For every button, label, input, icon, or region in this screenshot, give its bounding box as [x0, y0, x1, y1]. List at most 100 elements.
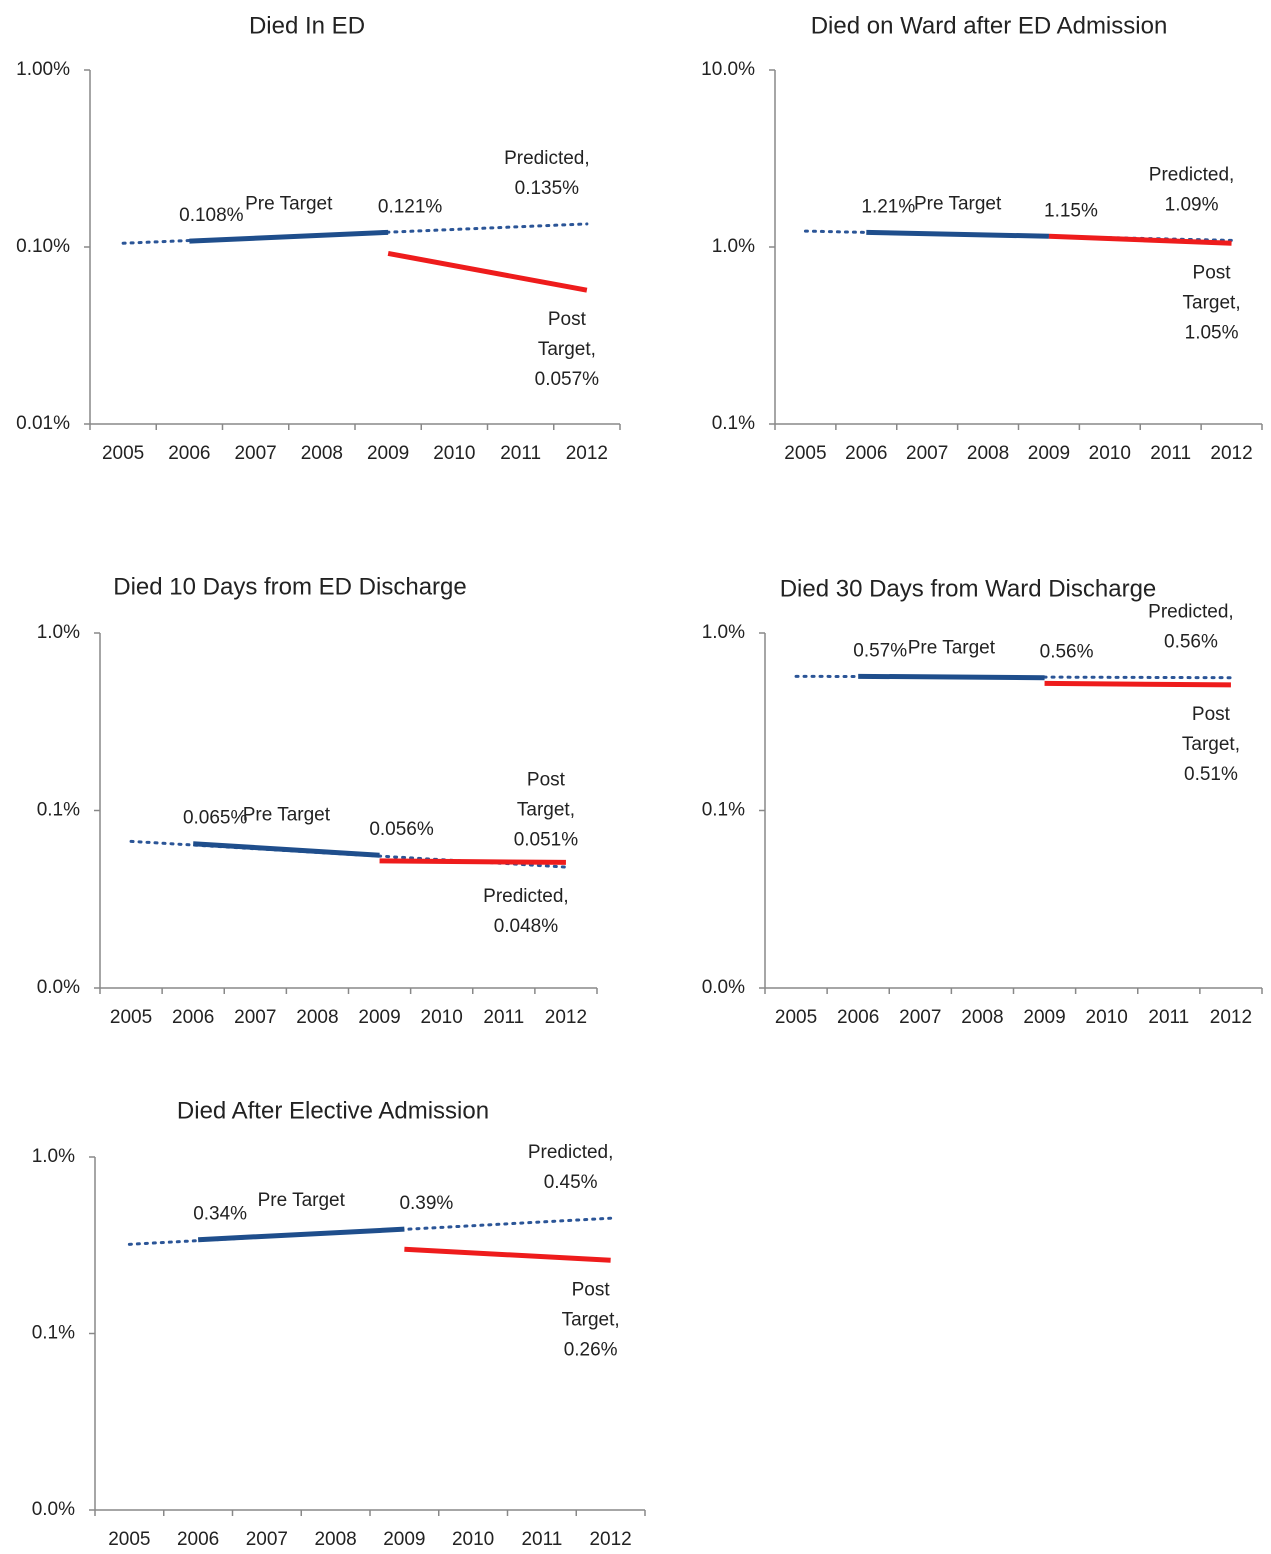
x-tick-label: 2007 [234, 1007, 276, 1028]
series-label: Predicted, [528, 1142, 614, 1163]
value-label: 0.056% [369, 819, 434, 840]
y-tick-label: 1.0% [712, 236, 755, 257]
x-tick-label: 2009 [1028, 443, 1070, 464]
series-label: Pre Target [908, 637, 996, 658]
value-label: 0.56% [1040, 642, 1094, 663]
x-tick-label: 2010 [452, 1529, 494, 1550]
series-label: Post [1193, 262, 1232, 283]
x-tick-label: 2010 [1089, 443, 1131, 464]
series-label: Target, [538, 339, 596, 360]
y-tick-label: 0.1% [712, 413, 755, 434]
series-label: Predicted, [483, 886, 569, 907]
x-tick-label: 2005 [108, 1529, 150, 1550]
y-tick-label: 0.0% [702, 977, 745, 998]
chart-title: Died on Ward after ED Admission [811, 12, 1168, 39]
trend-line [379, 858, 566, 865]
x-tick-label: 2010 [433, 443, 475, 464]
series-label: Pre Target [258, 1190, 346, 1211]
y-tick-label: 10.0% [701, 59, 755, 80]
y-tick-label: 1.0% [32, 1146, 75, 1167]
x-tick-label: 2006 [837, 1007, 879, 1028]
series-label: Pre Target [243, 805, 331, 826]
x-tick-label: 2007 [246, 1529, 288, 1550]
x-tick-label: 2011 [1148, 1007, 1189, 1028]
series-label: Target, [517, 799, 575, 820]
series-label: Post [548, 309, 587, 330]
x-tick-label: 2007 [234, 443, 276, 464]
value-label: 0.51% [1184, 764, 1238, 785]
value-label: 0.56% [1164, 632, 1218, 653]
series-label: Post [1192, 704, 1231, 725]
chart-title: Died 10 Days from ED Discharge [113, 573, 466, 600]
x-tick-label: 2012 [1210, 443, 1252, 464]
x-tick-label: 2008 [301, 443, 343, 464]
value-label: 0.45% [544, 1172, 598, 1193]
y-tick-label: 0.1% [37, 800, 80, 821]
x-tick-label: 2011 [1150, 443, 1191, 464]
x-tick-label: 2010 [1086, 1007, 1128, 1028]
value-label: 0.34% [193, 1204, 247, 1225]
value-label: 0.26% [564, 1339, 618, 1360]
x-tick-label: 2012 [1210, 1007, 1252, 1028]
trend-line [193, 841, 380, 858]
series-label: Predicted, [1149, 164, 1235, 185]
x-tick-label: 2008 [314, 1529, 356, 1550]
y-tick-label: 1.0% [37, 622, 80, 643]
value-label: 0.39% [399, 1193, 453, 1214]
x-tick-label: 2011 [483, 1007, 524, 1028]
series-label: Target, [1183, 292, 1241, 313]
x-tick-label: 2008 [296, 1007, 338, 1028]
value-label: 1.05% [1185, 322, 1239, 343]
series-label: Post [572, 1279, 611, 1300]
y-tick-label: 1.00% [16, 59, 70, 80]
x-tick-label: 2006 [172, 1007, 214, 1028]
trend-line [189, 229, 389, 244]
x-tick-label: 2010 [421, 1007, 463, 1028]
x-tick-label: 2009 [358, 1007, 400, 1028]
value-label: 0.57% [853, 640, 907, 661]
x-tick-label: 2009 [1023, 1007, 1065, 1028]
x-tick-label: 2006 [845, 443, 887, 464]
chart-title: Died In ED [249, 12, 365, 39]
value-label: 1.15% [1044, 200, 1098, 221]
value-label: 0.108% [179, 205, 244, 226]
y-tick-label: 0.01% [16, 413, 70, 434]
x-tick-label: 2011 [500, 443, 541, 464]
y-tick-label: 0.0% [32, 1499, 75, 1520]
y-tick-label: 1.0% [702, 622, 745, 643]
series-label: Post [527, 769, 566, 790]
x-tick-label: 2006 [168, 443, 210, 464]
y-tick-label: 0.1% [32, 1323, 75, 1344]
x-tick-label: 2005 [784, 443, 826, 464]
series-label: Predicted, [1148, 602, 1234, 623]
y-tick-label: 0.0% [37, 977, 80, 998]
x-tick-label: 2005 [110, 1007, 152, 1028]
x-tick-label: 2008 [961, 1007, 1003, 1028]
x-tick-label: 2007 [899, 1007, 941, 1028]
value-label: 1.09% [1165, 194, 1219, 215]
trend-line [866, 229, 1049, 239]
series-label: Pre Target [245, 193, 333, 214]
x-tick-label: 2012 [566, 443, 608, 464]
series-label: Predicted, [504, 148, 590, 169]
trend-line [197, 1226, 405, 1243]
chart-title: Died 30 Days from Ward Discharge [780, 575, 1157, 602]
series-label: Target, [1182, 734, 1240, 755]
x-tick-label: 2009 [367, 443, 409, 464]
x-tick-label: 2009 [383, 1529, 425, 1550]
value-label: 0.051% [514, 829, 579, 850]
value-label: 0.048% [494, 916, 559, 937]
x-tick-label: 2012 [545, 1007, 587, 1028]
trend-line [1044, 680, 1231, 688]
trend-line [387, 250, 588, 293]
series-label: Pre Target [914, 193, 1002, 214]
value-label: 0.121% [378, 196, 443, 217]
series-label: Target, [562, 1309, 620, 1330]
trend-line [858, 673, 1045, 681]
trend-line [404, 1246, 611, 1263]
y-tick-label: 0.10% [16, 236, 70, 257]
x-tick-label: 2006 [177, 1529, 219, 1550]
chart-title: Died After Elective Admission [177, 1097, 489, 1124]
x-tick-label: 2005 [102, 443, 144, 464]
